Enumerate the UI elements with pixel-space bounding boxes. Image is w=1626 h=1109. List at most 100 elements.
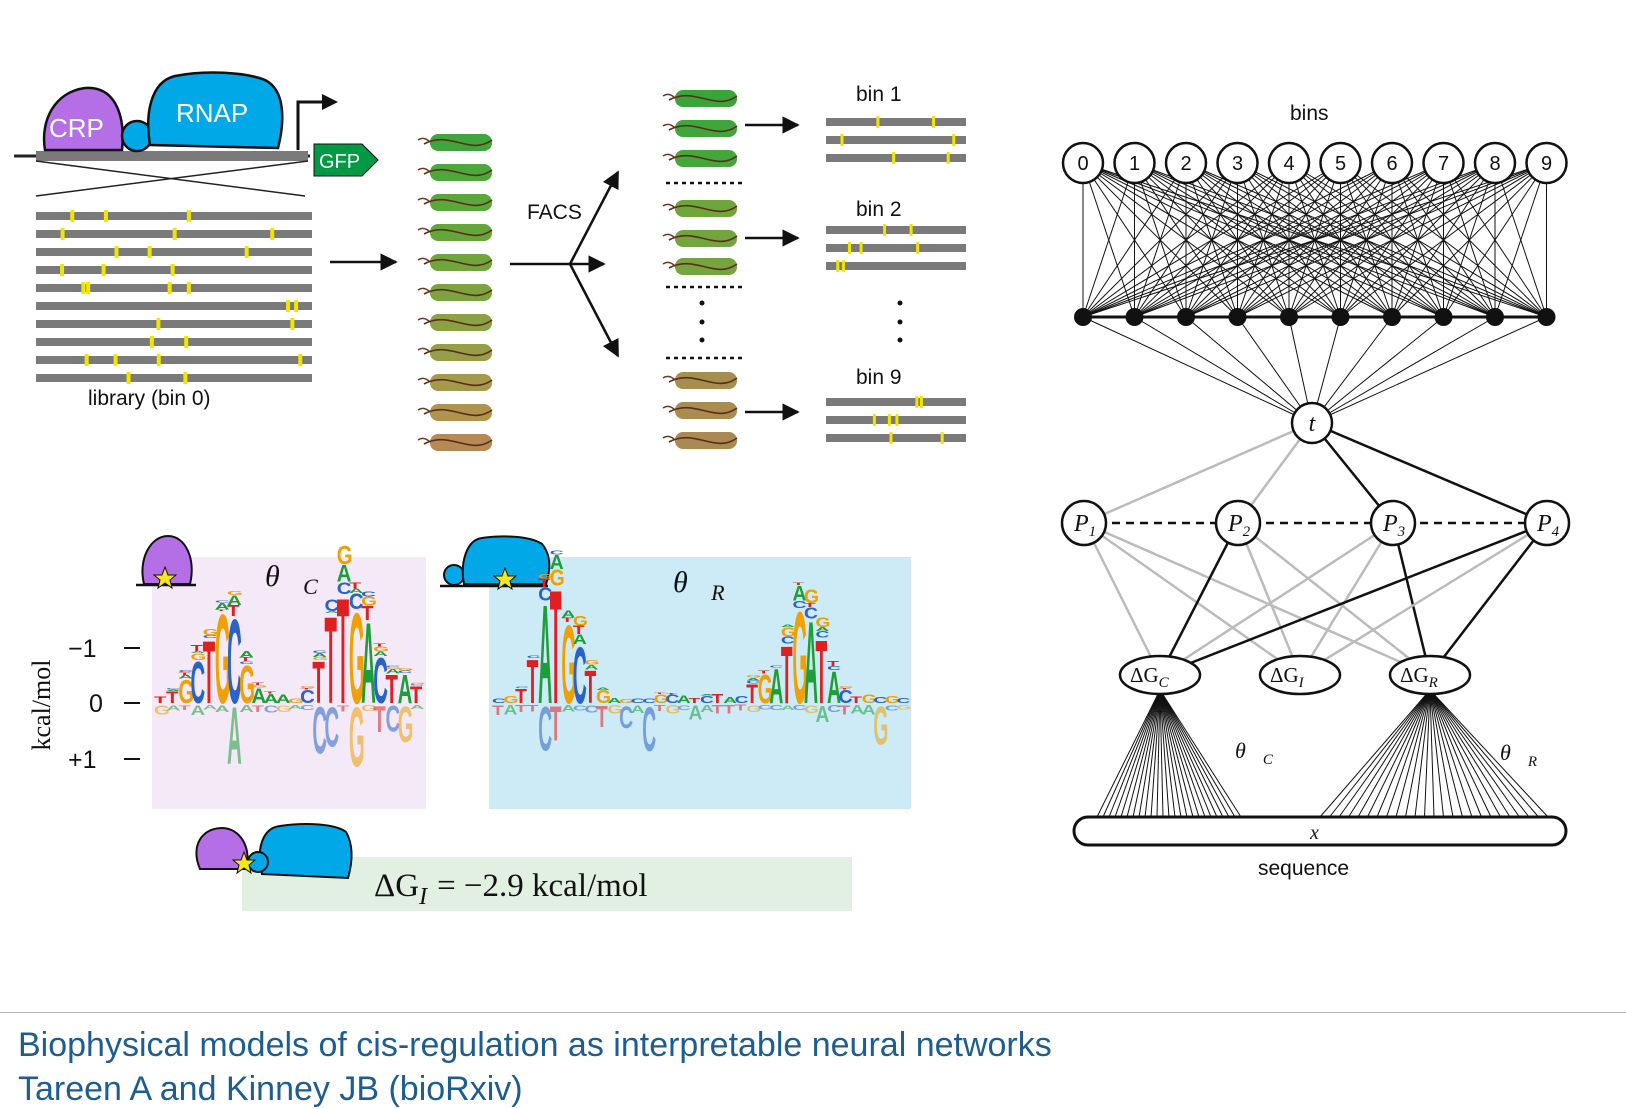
crp-binding-icon [136, 534, 196, 590]
logo-letter: G [746, 704, 761, 715]
logo-letter: C [665, 693, 679, 706]
logo-letter: A [203, 704, 218, 711]
bin-node-label: 7 [1438, 153, 1449, 175]
logo-letter: A [561, 609, 575, 620]
logo-letter: G [504, 694, 519, 705]
logo-letter: T [527, 646, 539, 716]
logo-letter: G [573, 613, 588, 628]
bin-sequence [826, 244, 966, 252]
dg-node-label: ΔGR [1400, 663, 1438, 691]
logo-letter: C [839, 687, 853, 708]
logo-letter: C [325, 596, 340, 615]
logo-letter: G [885, 695, 900, 706]
logo-letter: A [769, 658, 783, 713]
logo-letter: T [410, 681, 423, 708]
logo-letter: T [191, 644, 204, 654]
logo-letter: T [264, 692, 277, 695]
bin-1-label: bin 1 [856, 83, 902, 106]
hidden-node [1177, 308, 1195, 326]
logo-letter: C [300, 704, 315, 712]
logo-letter: A [816, 701, 830, 727]
logo-letter: T [723, 704, 735, 716]
logo-letter: A [561, 704, 575, 714]
logo-letter: C [264, 704, 279, 715]
bin-node-label: 6 [1386, 153, 1397, 175]
logo-letter: C [619, 699, 633, 735]
logo-letter: G [550, 566, 565, 591]
logo-y-axis-label: kcal/mol [27, 660, 56, 751]
logo-letter: C [215, 601, 230, 604]
library-sequence [36, 374, 312, 382]
logo-letter: G [251, 684, 267, 688]
logo-letter: C [398, 670, 413, 674]
logo-letter: C [700, 694, 714, 705]
logo-letter: G [781, 625, 796, 639]
bin-sequence [826, 154, 966, 162]
hidden-node [1434, 308, 1453, 326]
theta-c-edge-label: θ⃗C [1235, 738, 1274, 768]
logo-letter: G [215, 590, 231, 731]
logo-letter: C [642, 698, 656, 705]
logo-letter: G [227, 590, 243, 597]
logo-letter: T [688, 697, 700, 705]
rnap-protein-icon [147, 71, 284, 150]
bin-sequence [826, 262, 966, 270]
logo-letter: A [191, 651, 206, 654]
logo-letter: A [215, 704, 230, 714]
bin-sequence [826, 434, 966, 442]
hidden-node [1486, 308, 1504, 326]
logo-letter: A [792, 582, 806, 606]
theta-r-edge-label: θ⃗R [1500, 740, 1537, 770]
figure-canvas: CRP RNAP GFP library (bin 0) FACS bin 1 … [14, 71, 1571, 911]
bin-node [1525, 141, 1568, 185]
logo-letter: G [276, 704, 292, 714]
bin-node [1267, 141, 1311, 185]
logo-letter: G [300, 686, 316, 689]
logo-letter: G [361, 594, 377, 608]
logo-letter: A [550, 552, 564, 575]
bin-node [1422, 141, 1465, 185]
logo-letter: C [827, 665, 841, 671]
logo-letter: C [538, 585, 552, 606]
logo-letter: C [758, 704, 772, 711]
logo-letter: G [839, 686, 854, 689]
logo-letter: A [215, 602, 230, 612]
logo-letter: G [239, 654, 255, 715]
logo-letter: C [769, 665, 783, 668]
logo-letter: T [839, 688, 852, 690]
logo-letter: T [584, 661, 596, 713]
facs-label: FACS [527, 201, 582, 224]
bin-sequence [826, 226, 966, 234]
logo-letter: C [227, 596, 242, 730]
logo-letter: G [178, 673, 194, 711]
logo-letter: C [312, 650, 327, 654]
bin-node [1473, 141, 1517, 185]
logo-letter: T [781, 629, 793, 721]
logo-letter: G [538, 573, 553, 580]
logo-letter: G [619, 698, 634, 704]
logo-letter: C [239, 661, 254, 665]
logo-letter: A [227, 592, 242, 608]
library-sequences [36, 210, 312, 384]
ytick-0: 0 [89, 690, 103, 718]
bin-sequences [826, 116, 966, 444]
logo-letter: A [688, 702, 702, 725]
logo-letter: T [758, 669, 770, 674]
logo-letter: A [816, 626, 830, 632]
logo-letter: C [631, 698, 645, 705]
library-sequence [36, 338, 312, 346]
dg-node [1388, 654, 1472, 696]
logo-letter: G [191, 652, 207, 662]
logo-letter: A [288, 704, 303, 711]
crp-label: CRP [49, 113, 104, 143]
library-sequence [36, 248, 312, 256]
logo-letter: T [839, 703, 851, 717]
theta-c-title: θ⃗C [265, 560, 318, 599]
logo-letter: G [792, 584, 807, 731]
logo-letter: C [300, 687, 315, 708]
logo-letter: T [550, 696, 562, 751]
ytick-minus-1: −1 [68, 635, 97, 663]
hidden-node [1074, 308, 1092, 326]
p-node-label: P4 [1536, 511, 1560, 540]
